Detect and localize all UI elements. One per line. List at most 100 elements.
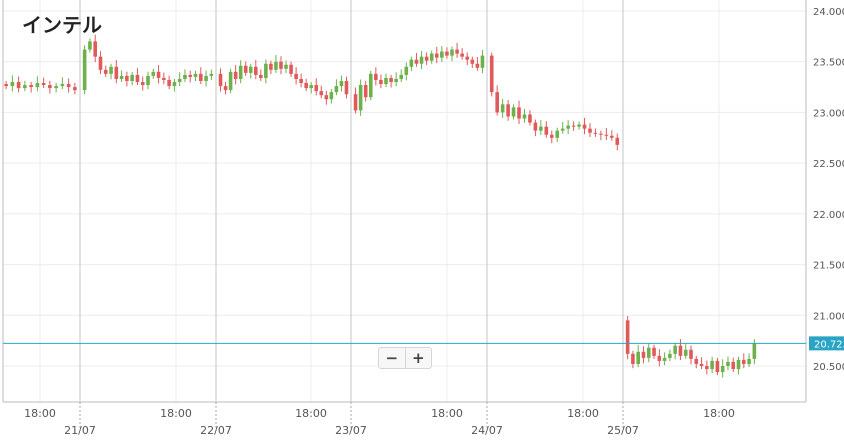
candle-body (253, 66, 258, 75)
candle-body (389, 77, 393, 82)
candle-body (223, 86, 228, 91)
candle-body (593, 132, 598, 134)
candle-body (151, 71, 156, 76)
candle-body (309, 85, 314, 89)
candle-body (544, 126, 549, 135)
x-time-label: 18:00 (567, 407, 599, 420)
candle-body (41, 83, 46, 86)
candle-body (4, 84, 8, 87)
candle-body (533, 122, 538, 131)
candle-body (363, 85, 368, 98)
candle-body (228, 71, 233, 91)
candle-body (631, 353, 635, 364)
candle-body (103, 69, 108, 74)
candle-body (517, 107, 521, 119)
candle-body (368, 73, 373, 98)
candle-body (424, 56, 429, 61)
candle-body (678, 345, 683, 356)
candle-body (146, 75, 150, 86)
candle-body (82, 49, 87, 91)
candle-body (646, 347, 651, 358)
candle-body (98, 56, 103, 70)
x-time-label: 18:00 (160, 407, 192, 420)
candle-body (218, 73, 223, 87)
candle-body (604, 134, 609, 136)
candle-body (694, 358, 699, 364)
candle-body (489, 55, 494, 93)
candle-body (673, 345, 677, 354)
candle-body (324, 95, 329, 100)
candle-body (705, 366, 709, 370)
candle-body (93, 41, 97, 57)
candle-body (248, 66, 253, 73)
candle-body (528, 114, 532, 123)
candle-body (188, 74, 193, 77)
candle-body (475, 63, 480, 68)
candle-body (204, 75, 208, 81)
y-tick-label: 20.500 (813, 362, 844, 373)
candle-body (334, 86, 339, 93)
candle-body (571, 125, 576, 127)
candle-body (193, 73, 198, 77)
candle-body (54, 86, 58, 89)
x-time-label: 18:00 (431, 407, 463, 420)
x-date-label: 25/07 (607, 424, 639, 437)
candle-body (414, 59, 419, 64)
candle-body (279, 61, 283, 69)
candle-body (582, 124, 587, 129)
candle-body (699, 363, 704, 366)
candle-body (500, 104, 505, 113)
zoom-out-button[interactable]: − (385, 348, 399, 367)
candle-body (689, 349, 693, 359)
candle-body (599, 133, 603, 135)
candle-body (742, 359, 746, 364)
candle-body (209, 73, 214, 76)
candle-body (319, 91, 324, 96)
zoom-separator (404, 348, 406, 368)
candle-body (140, 82, 145, 86)
zoom-in-button[interactable]: + (411, 348, 425, 367)
candle-body (339, 80, 344, 87)
candle-body (29, 85, 33, 88)
candle-body (429, 53, 434, 61)
y-tick-label: 21.000 (813, 311, 844, 322)
x-time-label: 18:00 (295, 407, 327, 420)
y-tick-label: 21.500 (813, 261, 844, 272)
candle-body (615, 137, 620, 145)
candle-body (549, 134, 554, 138)
candle-body (289, 64, 293, 74)
chart-title: インテル (22, 13, 102, 37)
candle-body (10, 82, 15, 87)
y-tick-label: 23.500 (813, 58, 844, 69)
candle-body (358, 85, 363, 111)
candle-body (394, 78, 398, 82)
candle-body (610, 135, 614, 138)
y-tick-label: 22.000 (813, 210, 844, 221)
candle-body (726, 361, 730, 366)
candle-body (440, 51, 444, 58)
candle-body (636, 351, 640, 364)
candle-body (409, 59, 414, 67)
candle-body (162, 77, 166, 80)
y-tick-label: 23.000 (813, 108, 844, 119)
candle-body (114, 66, 119, 79)
candle-body (48, 85, 52, 89)
x-date-label: 23/07 (335, 424, 367, 437)
candle-body (668, 353, 672, 358)
candle-body (662, 357, 667, 361)
candle-body (125, 75, 129, 81)
x-time-label: 18:00 (24, 407, 56, 420)
chart-candles (4, 34, 757, 378)
candle-body (60, 84, 65, 87)
candle-body (419, 56, 424, 64)
candle-body (233, 71, 238, 79)
candle-body (384, 77, 388, 85)
x-time-label: 18:00 (703, 407, 735, 420)
candle-body (284, 64, 288, 69)
candle-body (329, 92, 334, 100)
candle-body (641, 351, 646, 358)
candle-body (470, 59, 475, 64)
candle-body (135, 74, 140, 82)
candle-body (566, 125, 570, 129)
